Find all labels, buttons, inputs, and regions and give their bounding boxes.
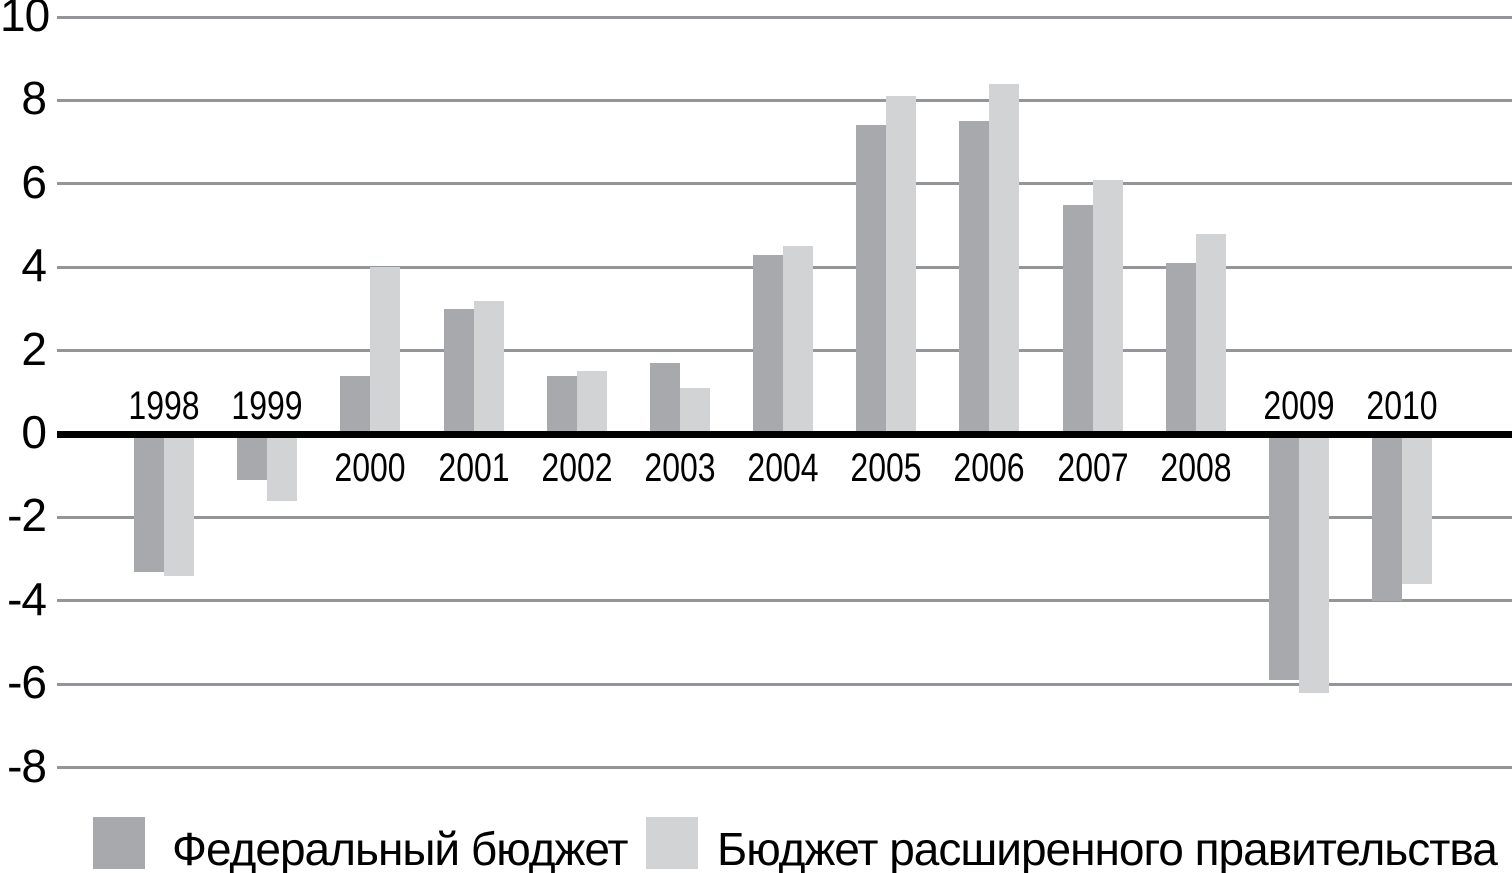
x-axis-year-label-2005: 2005 <box>850 446 922 490</box>
y-axis-tick-label-8: 8 <box>21 72 47 125</box>
zero-axis-line <box>57 430 1512 438</box>
y-axis-tick-label-0: 0 <box>21 406 47 458</box>
gridline--6 <box>57 682 1512 686</box>
y-axis-tick-label--8: -8 <box>7 739 47 792</box>
bar-general-1998 <box>164 434 194 576</box>
bar-federal-2000 <box>340 375 371 434</box>
x-axis-year-label-2006: 2006 <box>953 446 1025 490</box>
bar-general-2002 <box>576 371 607 434</box>
gridline-6 <box>57 182 1512 186</box>
bar-federal-2009 <box>1268 434 1299 681</box>
x-axis-year-label-2007: 2007 <box>1056 446 1129 490</box>
x-axis-year-label-2010: 2010 <box>1366 384 1438 428</box>
bar-general-2005 <box>886 96 917 434</box>
y-axis-tick-label-4: 4 <box>21 239 47 292</box>
bar-federal-2006 <box>959 121 990 434</box>
bar-federal-2005 <box>856 125 887 434</box>
bar-general-2000 <box>370 267 401 434</box>
bar-federal-1999 <box>237 434 268 480</box>
x-axis-year-label-2002: 2002 <box>541 446 613 490</box>
bar-general-2001 <box>473 300 504 434</box>
gridline--4 <box>57 599 1512 603</box>
y-axis-tick-label-10: 10 <box>0 0 50 41</box>
gridline--8 <box>57 766 1512 770</box>
y-axis-tick-label-2: 2 <box>21 322 47 375</box>
legend-label-federal-budget: Федеральный бюджет <box>172 823 628 873</box>
x-axis-year-label-2009: 2009 <box>1263 384 1335 428</box>
x-axis-year-label-2000: 2000 <box>334 446 406 490</box>
bar-federal-2008 <box>1165 263 1196 434</box>
y-axis-tick-label--2: -2 <box>7 489 47 542</box>
legend-swatch-general-government-budget <box>646 817 698 869</box>
bar-federal-2001 <box>443 308 474 434</box>
bar-federal-2010 <box>1372 434 1403 601</box>
bar-general-2009 <box>1298 434 1329 693</box>
x-axis-year-label-2004: 2004 <box>747 446 819 490</box>
bar-general-2006 <box>989 83 1020 434</box>
bar-federal-2003 <box>649 363 680 434</box>
bar-federal-2002 <box>546 375 577 434</box>
bar-federal-2004 <box>753 254 784 434</box>
gridline--2 <box>57 515 1512 519</box>
x-axis-year-label-2008: 2008 <box>1160 446 1232 490</box>
legend-swatch-federal-budget <box>93 817 145 869</box>
gridline-8 <box>57 98 1512 102</box>
bar-general-2010 <box>1402 434 1433 585</box>
bar-general-1999 <box>267 434 298 501</box>
bar-federal-2007 <box>1062 204 1093 434</box>
bar-general-2007 <box>1092 179 1123 434</box>
x-axis-year-label-1999: 1999 <box>231 384 303 428</box>
bar-federal-1998 <box>134 434 164 572</box>
y-axis-tick-label--4: -4 <box>7 572 47 625</box>
bar-general-2008 <box>1195 233 1226 434</box>
x-axis-year-label-2003: 2003 <box>644 446 716 490</box>
gridline-10 <box>57 15 1512 19</box>
bar-general-2004 <box>783 246 814 434</box>
bar-general-2003 <box>679 388 710 434</box>
y-axis-tick-label--6: -6 <box>7 656 47 709</box>
y-axis-tick-label-6: 6 <box>21 155 47 208</box>
x-axis-year-label-1998: 1998 <box>128 384 200 428</box>
x-axis-year-label-2001: 2001 <box>437 446 510 490</box>
legend-label-general-government-budget: Бюджет расширенного правительства <box>717 823 1498 873</box>
